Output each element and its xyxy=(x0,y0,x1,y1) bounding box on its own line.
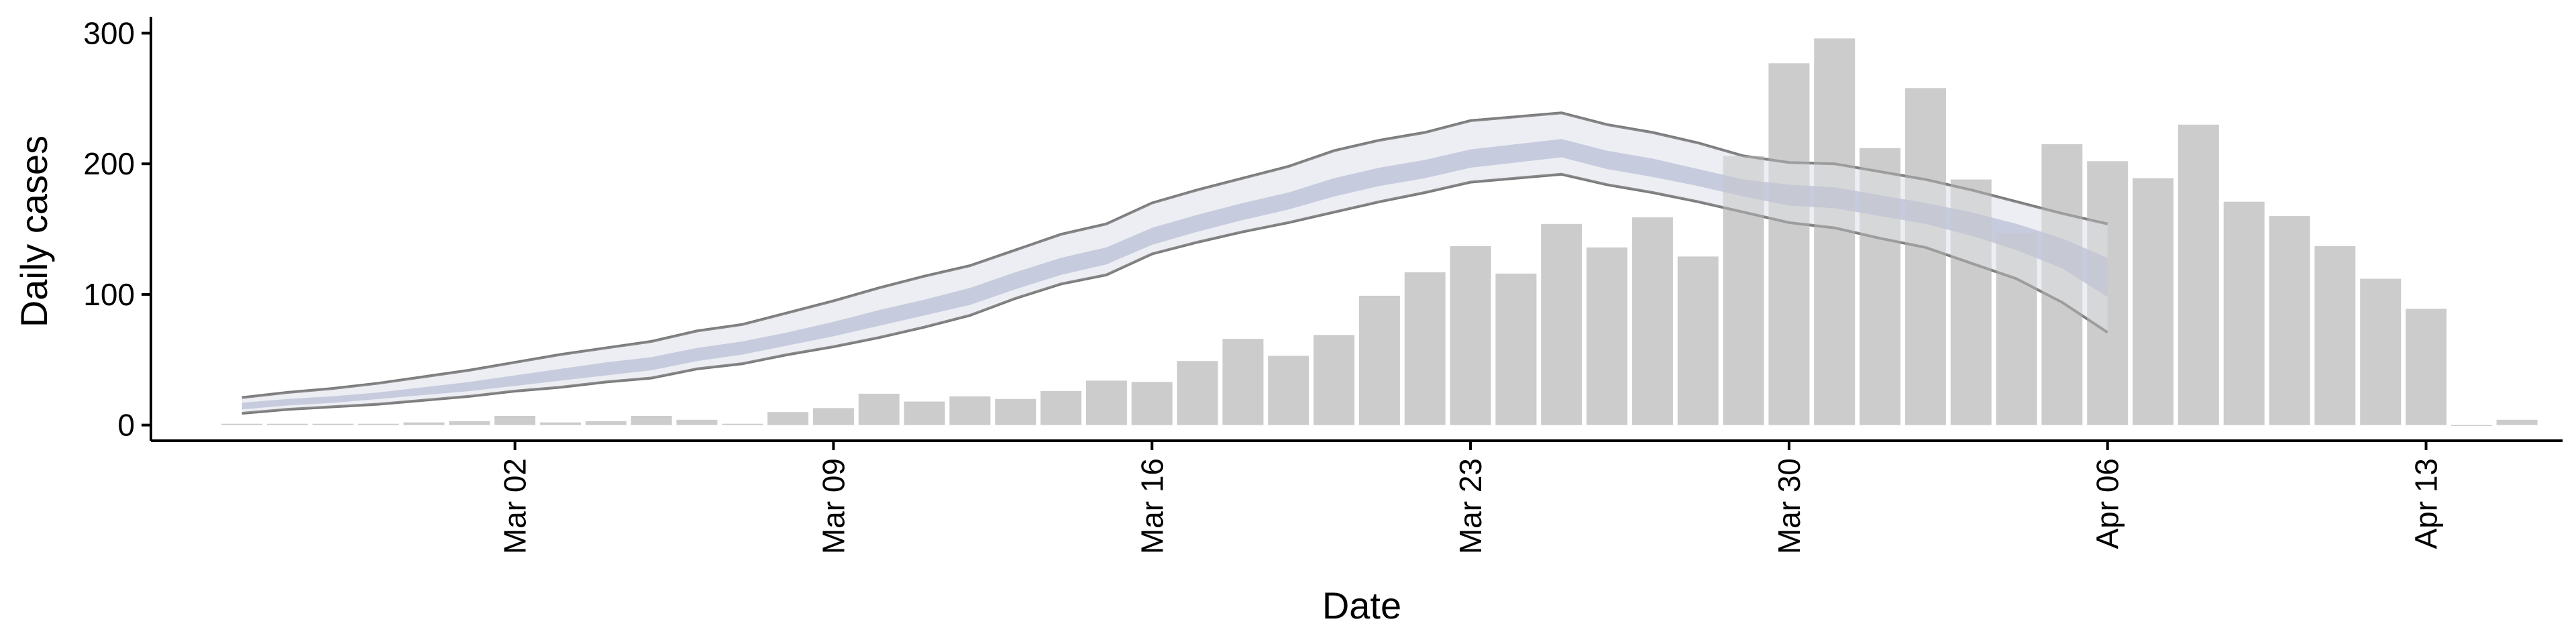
bar-2020-03-03 xyxy=(539,422,581,425)
bar-2020-03-27 xyxy=(1631,217,1673,425)
y-tick-label-0: 0 xyxy=(117,408,135,443)
bar-2020-04-06 xyxy=(2087,161,2129,425)
bar-2020-03-02 xyxy=(494,416,536,425)
bar-2020-03-17 xyxy=(1177,361,1218,425)
bar-2020-04-05 xyxy=(2041,144,2083,425)
x-tick-label-2020-03-23: Mar 23 xyxy=(1453,458,1488,554)
bar-2020-03-26 xyxy=(1587,247,1627,425)
x-tick-label-2020-03-30: Mar 30 xyxy=(1772,458,1807,554)
x-tick-label-2020-04-13: Apr 13 xyxy=(2409,458,2444,549)
bar-2020-03-25 xyxy=(1541,223,1582,425)
bar-2020-03-01 xyxy=(449,421,490,425)
chart-axes: 0 100 200 300 Mar 02 Mar 09 Mar 16 Mar 23 Mar 30… xyxy=(83,15,2563,554)
bar-2020-04-13 xyxy=(2406,309,2447,425)
lower-bound-line-overlay xyxy=(241,172,2108,415)
bar-2020-04-07 xyxy=(2133,178,2174,425)
bar-2020-03-19 xyxy=(1268,356,1309,425)
bar-2020-03-05 xyxy=(631,416,672,425)
x-tick-label-2020-03-16: Mar 16 xyxy=(1134,458,1169,554)
bar-2020-04-10 xyxy=(2269,216,2310,425)
bar-2020-03-14 xyxy=(1040,391,1082,425)
daily-case-bars xyxy=(221,38,2538,427)
bar-2020-03-21 xyxy=(1358,295,1400,425)
bar-2020-04-11 xyxy=(2314,246,2356,425)
y-axis-title: Daily cases xyxy=(13,136,55,327)
bar-2020-04-03 xyxy=(1950,179,1992,425)
x-tick-label-2020-04-06: Apr 06 xyxy=(2090,458,2125,549)
bar-2020-04-08 xyxy=(2178,124,2219,425)
bar-2020-04-09 xyxy=(2223,201,2265,425)
bar-2020-04-15 xyxy=(2496,419,2538,425)
bar-2020-03-07 xyxy=(722,423,763,425)
bar-2020-03-04 xyxy=(585,421,627,425)
bar-2020-03-30 xyxy=(1768,63,1810,425)
bar-2020-03-23 xyxy=(1450,246,1491,425)
bar-2020-02-27 xyxy=(312,423,354,425)
bar-2020-03-10 xyxy=(858,393,900,425)
outer-interval-band-overlay xyxy=(241,113,2108,414)
bar-2020-03-22 xyxy=(1404,272,1446,425)
y-tick-label-200: 200 xyxy=(83,146,135,181)
bar-2020-03-16 xyxy=(1131,382,1173,425)
upper-bound-line-overlay xyxy=(241,111,2108,399)
bar-2020-02-28 xyxy=(358,423,399,425)
estimate-ribbons-overlay xyxy=(241,111,2108,415)
bar-2020-04-14 xyxy=(2451,425,2492,427)
x-tick-label-2020-03-09: Mar 09 xyxy=(816,458,851,554)
bar-2020-03-15 xyxy=(1085,380,1127,425)
bar-2020-03-11 xyxy=(904,401,945,425)
y-tick-label-300: 300 xyxy=(83,15,135,50)
bar-2020-02-26 xyxy=(267,423,308,425)
bar-2020-03-18 xyxy=(1222,339,1264,425)
bar-2020-04-04 xyxy=(1996,233,2037,425)
x-tick-label-2020-03-02: Mar 02 xyxy=(498,458,533,554)
bar-2020-03-12 xyxy=(949,396,991,425)
bar-2020-04-12 xyxy=(2360,278,2402,425)
bar-2020-04-01 xyxy=(1860,148,1900,425)
bar-2020-03-20 xyxy=(1313,335,1355,425)
bar-2020-04-02 xyxy=(1904,88,1946,425)
bar-2020-03-28 xyxy=(1677,256,1719,425)
x-axis-title: Date xyxy=(1322,584,1401,627)
bar-2020-03-08 xyxy=(767,412,809,425)
bar-2020-03-29 xyxy=(1723,156,1764,425)
bar-2020-03-06 xyxy=(676,419,718,425)
bar-2020-02-25 xyxy=(221,423,263,425)
bar-2020-03-09 xyxy=(812,408,854,425)
bar-2020-03-24 xyxy=(1495,273,1537,425)
bar-2020-02-29 xyxy=(403,422,445,425)
outer-interval-band xyxy=(241,113,2108,414)
bar-2020-03-13 xyxy=(995,398,1036,425)
y-tick-label-100: 100 xyxy=(83,277,135,312)
